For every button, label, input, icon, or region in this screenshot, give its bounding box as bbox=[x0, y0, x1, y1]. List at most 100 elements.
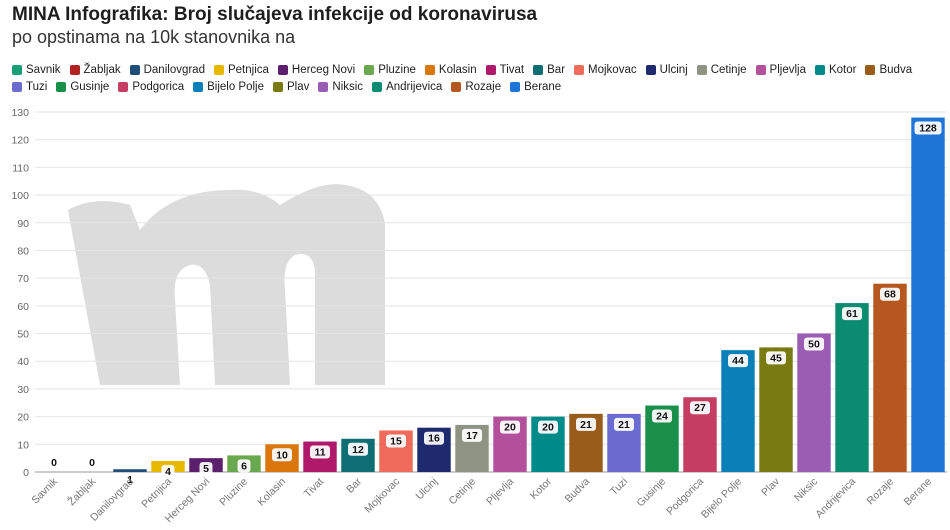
x-tick-label: Tivat bbox=[302, 476, 326, 500]
legend-label: Tuzi bbox=[26, 80, 48, 93]
data-label-bg bbox=[123, 473, 137, 486]
data-label: 68 bbox=[884, 289, 896, 301]
legend-item[interactable]: Cetinje bbox=[696, 62, 747, 77]
data-label-bg bbox=[462, 428, 482, 442]
legend-item[interactable]: Niksic bbox=[318, 79, 363, 94]
legend-swatch bbox=[533, 64, 544, 75]
x-tick-label: Bar bbox=[344, 475, 364, 495]
legend-swatch bbox=[12, 81, 22, 92]
legend-swatch bbox=[193, 81, 204, 92]
legend-item[interactable]: Rozaje bbox=[451, 79, 501, 94]
data-label: 4 bbox=[165, 466, 171, 478]
legend-swatch bbox=[273, 81, 284, 92]
x-tick-label: Andrijevica bbox=[813, 476, 858, 521]
x-tick-label: Gusinje bbox=[634, 476, 668, 510]
data-label-bg bbox=[424, 431, 444, 445]
legend-label: Plav bbox=[287, 80, 310, 93]
chart-subtitle: po opstinama na 10k stanovnika na bbox=[12, 27, 296, 47]
bar[interactable] bbox=[797, 333, 831, 472]
legend-swatch bbox=[424, 64, 435, 75]
legend-swatch bbox=[118, 81, 129, 92]
x-tick-label: Niksic bbox=[792, 476, 820, 504]
legend-swatch bbox=[129, 64, 140, 75]
legend-item[interactable]: Berane bbox=[510, 79, 561, 94]
data-label: 20 bbox=[542, 422, 554, 434]
bar[interactable] bbox=[759, 347, 793, 472]
data-label-bg bbox=[538, 420, 558, 434]
legend-label: Gusinje bbox=[70, 80, 110, 93]
legend-swatch bbox=[574, 64, 585, 75]
x-tick-label: Pluzine bbox=[217, 476, 250, 509]
data-label-bg bbox=[85, 456, 99, 469]
legend-label: Savnik bbox=[26, 63, 61, 76]
legend-swatch bbox=[485, 64, 496, 75]
bar[interactable] bbox=[721, 350, 755, 472]
legend-item[interactable]: Pluzine bbox=[364, 62, 416, 77]
mina-logo-watermark bbox=[68, 184, 385, 385]
legend-item[interactable]: Andrijevica bbox=[372, 79, 442, 94]
legend-item[interactable]: Tivat bbox=[485, 62, 524, 77]
y-tick-label: 50 bbox=[17, 329, 29, 341]
x-tick-label: Cetinje bbox=[447, 476, 479, 508]
x-tick-label: Petnjica bbox=[139, 476, 174, 511]
legend-swatch bbox=[814, 64, 825, 75]
x-tick-label: Kolasin bbox=[255, 476, 288, 509]
y-tick-label: 110 bbox=[12, 162, 29, 174]
legend-label: Herceg Novi bbox=[291, 63, 356, 76]
bar[interactable] bbox=[873, 283, 907, 472]
legend-item[interactable]: Bar bbox=[533, 62, 565, 77]
legend-label: Podgorica bbox=[132, 80, 185, 93]
x-tick-label: Bijelo Polje bbox=[699, 476, 744, 521]
legend-label: Budva bbox=[879, 63, 913, 76]
chart-title: MINA Infografika: Broj slučajeva infekci… bbox=[12, 4, 538, 25]
legend-label: Andrijevica bbox=[386, 80, 443, 93]
legend-item[interactable]: Žabljak bbox=[69, 62, 121, 77]
legend-label: Kotor bbox=[828, 63, 857, 76]
data-label: 0 bbox=[89, 457, 95, 469]
data-label-bg bbox=[47, 456, 61, 469]
legend-item[interactable]: Budva bbox=[865, 62, 912, 77]
y-tick-label: 0 bbox=[23, 467, 29, 479]
legend-label: Cetinje bbox=[710, 63, 747, 76]
data-label-bg bbox=[652, 409, 672, 423]
legend-label: Mojkovac bbox=[588, 63, 637, 76]
data-label-bg bbox=[842, 307, 862, 321]
legend-item[interactable]: Petnjica bbox=[213, 62, 269, 77]
data-label-bg bbox=[161, 464, 175, 478]
data-label: 24 bbox=[656, 411, 668, 423]
bar[interactable] bbox=[113, 469, 147, 472]
legend-item[interactable]: Herceg Novi bbox=[277, 62, 356, 77]
data-label: 17 bbox=[466, 430, 478, 442]
legend-item[interactable]: Mojkovac bbox=[574, 62, 637, 77]
x-tick-label: Kotor bbox=[528, 475, 555, 502]
data-label: 15 bbox=[390, 435, 402, 447]
data-label: 61 bbox=[846, 308, 858, 320]
legend-item[interactable]: Ulcinj bbox=[645, 62, 688, 77]
x-tick-label: Pljevlja bbox=[484, 476, 516, 508]
legend-item[interactable]: Pljevlja bbox=[755, 62, 806, 77]
legend-item[interactable]: Kotor bbox=[814, 62, 857, 77]
legend-swatch bbox=[277, 64, 288, 75]
legend-swatch bbox=[755, 64, 766, 75]
data-label: 27 bbox=[694, 402, 706, 414]
data-label: 1 bbox=[127, 474, 133, 486]
legend-label: Danilovgrad bbox=[143, 63, 205, 76]
bar[interactable] bbox=[835, 303, 869, 472]
legend-swatch bbox=[372, 81, 383, 92]
data-label-bg bbox=[500, 420, 520, 434]
y-tick-label: 60 bbox=[17, 301, 29, 313]
bar[interactable] bbox=[911, 117, 945, 473]
data-label: 20 bbox=[504, 422, 516, 434]
legend-swatch bbox=[56, 81, 67, 92]
legend-item[interactable]: Savnik bbox=[12, 62, 61, 77]
legend-item[interactable]: Tuzi bbox=[12, 79, 47, 94]
legend-label: Berane bbox=[524, 80, 562, 93]
legend-item[interactable]: Gusinje bbox=[56, 79, 109, 94]
legend-item[interactable]: Bijelo Polje bbox=[193, 79, 264, 94]
legend-item[interactable]: Plav bbox=[273, 79, 309, 94]
data-label-bg bbox=[766, 351, 786, 365]
legend-item[interactable]: Kolasin bbox=[424, 62, 477, 77]
legend-item[interactable]: Danilovgrad bbox=[129, 62, 205, 77]
legend-item[interactable]: Podgorica bbox=[118, 79, 184, 94]
